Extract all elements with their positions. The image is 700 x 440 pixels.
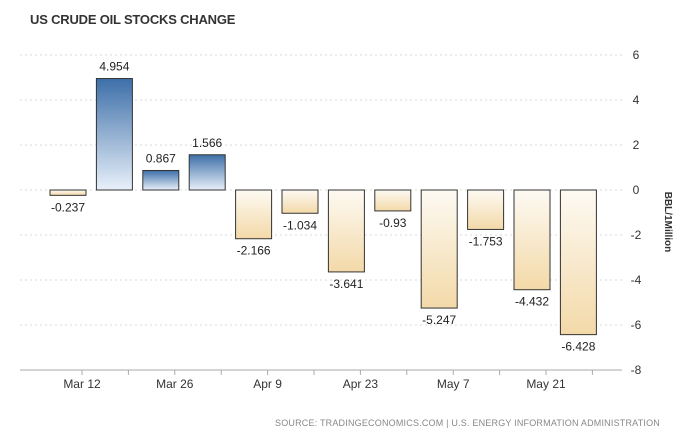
y-tick-label: 2 (633, 138, 640, 152)
bar (188, 154, 226, 191)
data-label: -6.428 (561, 340, 595, 354)
x-tick-label: Mar 12 (63, 377, 101, 391)
data-label: -2.166 (237, 244, 271, 258)
data-label: -4.432 (515, 295, 549, 309)
data-label: 1.566 (192, 136, 222, 150)
x-tick-label: Mar 26 (156, 377, 194, 391)
bar (513, 189, 551, 291)
bars (49, 78, 597, 336)
bar (281, 189, 319, 214)
x-tick-label: Apr 9 (253, 377, 282, 391)
data-label: -0.93 (379, 216, 407, 230)
bar (49, 189, 87, 196)
y-tick-label: 6 (633, 48, 640, 62)
y-tick-label: -8 (631, 363, 642, 377)
bar (467, 189, 505, 230)
y-tick-label: -2 (631, 228, 642, 242)
y-tick-label: -4 (631, 273, 642, 287)
data-label: -0.237 (51, 200, 85, 214)
bar (142, 169, 180, 191)
x-tick-label: Apr 23 (343, 377, 379, 391)
data-labels: -0.237 4.954 0.867 1.566 -2.166 -1.034 -3.641 -… (51, 60, 596, 354)
data-label: -1.753 (469, 234, 503, 248)
x-tick-label: May 21 (526, 377, 566, 391)
x-tick-label: May 7 (437, 377, 470, 391)
data-label: -5.247 (422, 313, 456, 327)
bar (235, 189, 273, 240)
bar (374, 189, 412, 212)
data-label: -3.641 (329, 277, 363, 291)
data-label: 4.954 (99, 60, 129, 74)
source-note: SOURCE: TRADINGECONOMICS.COM | U.S. ENER… (275, 418, 660, 428)
y-axis-title: BBL/1Million (662, 192, 673, 253)
y-axis: 6 4 2 0 -2 -4 -6 -8 (631, 48, 642, 377)
y-tick-label: -6 (631, 318, 642, 332)
y-tick-label: 0 (633, 183, 640, 197)
y-tick-label: 4 (633, 93, 640, 107)
chart-title: US CRUDE OIL STOCKS CHANGE (30, 12, 236, 27)
bar (420, 189, 458, 309)
data-label: -1.034 (283, 218, 317, 232)
bar (95, 78, 133, 191)
bar (327, 189, 365, 273)
bar (559, 189, 597, 336)
x-axis: Mar 12 Mar 26 Apr 9 Apr 23 May 7 May 21 (20, 369, 622, 391)
data-label: 0.867 (146, 151, 176, 165)
